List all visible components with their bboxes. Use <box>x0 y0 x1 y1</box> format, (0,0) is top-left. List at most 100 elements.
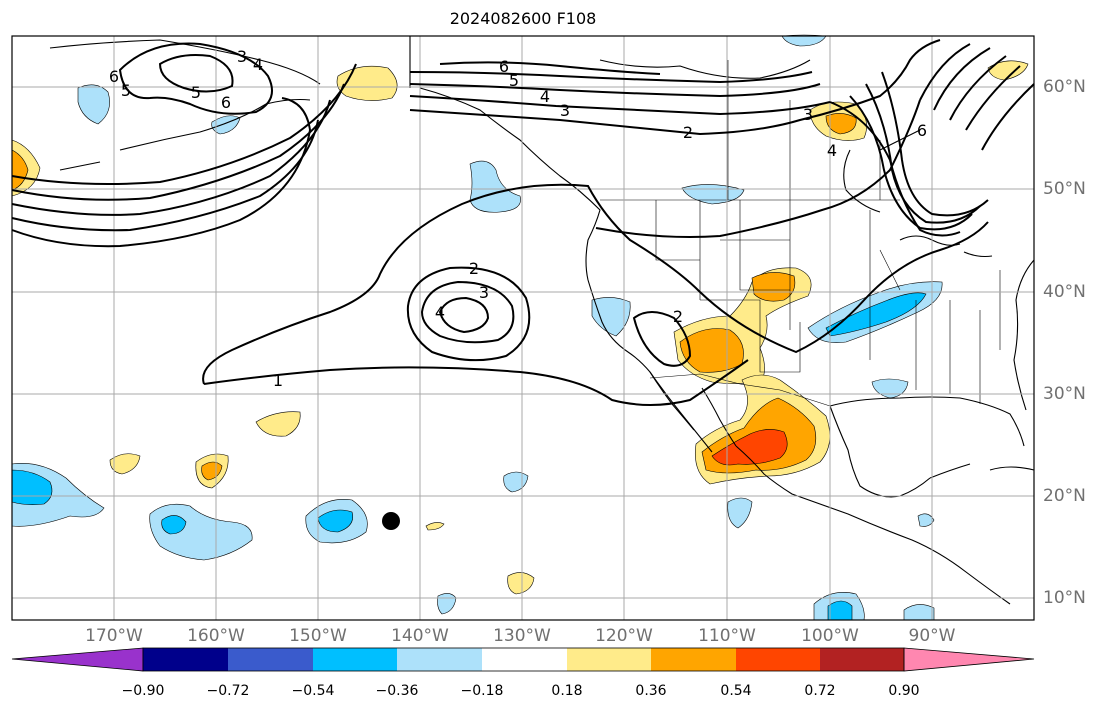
shade-pos-small <box>507 572 535 595</box>
lon-label: 130°W <box>493 626 551 646</box>
colorbar-segment <box>736 648 820 671</box>
shade-neg-small3 <box>917 513 935 527</box>
colorbar-segment <box>397 648 482 671</box>
gridlines <box>12 36 1034 620</box>
colorbar-tick-label: 0.36 <box>635 683 667 699</box>
colorbar-tick-label: 0.90 <box>888 683 920 699</box>
contour-label: 6 <box>499 57 509 76</box>
contour-label: 1 <box>273 371 283 390</box>
shade-neg-small1 <box>503 471 529 493</box>
coast-gulf-mexico <box>829 396 1025 498</box>
contour-label: 4 <box>827 141 837 160</box>
lat-label: 60°N <box>1043 77 1086 97</box>
lon-label: 170°W <box>85 626 143 646</box>
lat-label: 40°N <box>1043 282 1086 302</box>
contour-6-main <box>11 61 989 217</box>
shade-pos-mexico-core <box>711 429 788 466</box>
contour-label: 3 <box>479 283 489 302</box>
colorbar-tick-label: −0.36 <box>375 683 419 699</box>
lat-label: 30°N <box>1043 384 1086 404</box>
lon-label: 100°W <box>801 626 859 646</box>
colorbar-segment <box>820 648 904 671</box>
contour-3-ring <box>420 280 515 344</box>
colorbar-min-arrow <box>11 647 144 672</box>
colorbar-segment <box>143 648 228 671</box>
coast-yucatan-cuba <box>929 463 1035 479</box>
contour-east-nest <box>919 43 1035 151</box>
shade-neg-canada <box>681 184 745 205</box>
colorbar-tick-label: 0.54 <box>720 683 752 699</box>
shade-neg-mexico <box>727 497 753 529</box>
colorbar-tick-label: −0.72 <box>206 683 250 699</box>
shade-neg-top <box>781 34 827 47</box>
border-states-2 <box>879 249 1001 404</box>
contour-label: 5 <box>121 81 131 100</box>
contour-4-main <box>11 83 973 231</box>
contour-label: 2 <box>469 259 479 278</box>
colorbar-tick-label: −0.54 <box>291 683 335 699</box>
shade-neg-hawaii-s <box>149 503 253 561</box>
contour-label: 5 <box>509 71 519 90</box>
contour-label: 3 <box>237 47 247 66</box>
contour-2-main <box>11 39 941 248</box>
map-frame <box>11 35 1035 621</box>
contour-5-main <box>11 71 981 224</box>
shade-neg-aleutian <box>77 84 110 125</box>
colorbar-segment <box>482 648 567 671</box>
contour-4-ring <box>438 296 490 334</box>
coast-us-west <box>587 279 695 431</box>
border-us-mexico <box>649 373 831 407</box>
shade-neg-calif <box>591 297 631 337</box>
map-title: 2024082600 F108 <box>449 9 597 28</box>
contour-label: 2 <box>683 123 693 142</box>
colorbar-segment <box>228 648 313 671</box>
coast-east <box>1013 259 1035 411</box>
shade-pos-hawaii-core <box>201 461 223 481</box>
shaded-anomalies <box>11 34 1029 621</box>
shade-neg-small2 <box>437 593 457 615</box>
lon-label: 90°W <box>908 626 956 646</box>
shade-neg-gulfcoast <box>871 378 909 399</box>
contour-label: 5 <box>191 83 201 102</box>
storm-position-dot <box>382 512 400 530</box>
lat-label: 10°N <box>1043 588 1086 608</box>
lon-label: 160°W <box>187 626 245 646</box>
shade-neg-south1-core <box>827 600 853 621</box>
colorbar-frame <box>142 647 905 672</box>
shade-neg-plains-core <box>825 292 927 337</box>
coast-canada-arctic <box>599 59 811 79</box>
contour-label: 4 <box>253 55 263 74</box>
shade-pos-tiny <box>425 522 445 531</box>
colorbar-segment <box>313 648 397 671</box>
contour-label: 3 <box>560 101 570 120</box>
shade-pos-ne <box>987 60 1029 81</box>
contour-2-ring <box>406 266 531 362</box>
shade-neg-mid-core <box>317 509 353 533</box>
coast-great-lakes <box>899 235 993 258</box>
contours <box>11 39 1035 406</box>
colorbar-tick-label: −0.18 <box>460 683 504 699</box>
colorbar <box>11 647 1035 672</box>
colorbar-tick-label: 0.72 <box>804 683 836 699</box>
contour-alaska-lows <box>118 42 273 115</box>
contour-label: 3 <box>803 105 813 124</box>
lat-label: 20°N <box>1043 486 1086 506</box>
colorbar-segment <box>651 648 736 671</box>
contour-2-mexico <box>632 311 692 367</box>
lon-label: 140°W <box>391 626 449 646</box>
coastlines <box>49 36 1035 605</box>
contour-labels: 1 2 3 4 5 6 2 3 4 5 6 3 4 5 6 2 3 4 6 <box>109 47 927 390</box>
colorbar-segment <box>567 648 651 671</box>
contour-label: 6 <box>917 121 927 140</box>
shade-neg-gulf <box>469 160 521 213</box>
contour-label: 6 <box>221 93 231 112</box>
contour-label: 4 <box>435 303 445 322</box>
coast-alaska-aleutians <box>49 39 321 171</box>
contour-label: 6 <box>109 67 119 86</box>
lon-label: 120°W <box>595 626 653 646</box>
shade-pos-4c-core <box>751 272 796 302</box>
coast-mexico-west <box>735 445 1011 605</box>
lon-label: 110°W <box>698 626 756 646</box>
contour-1 <box>202 183 989 406</box>
shade-pos-mid1 <box>255 411 301 437</box>
